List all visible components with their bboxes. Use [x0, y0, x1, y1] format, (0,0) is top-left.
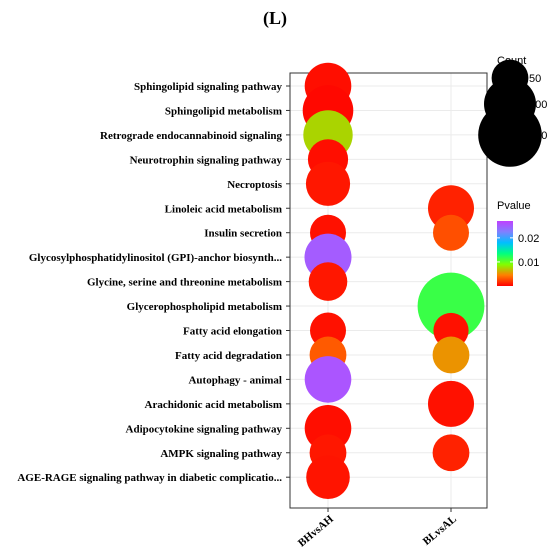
- y-tick-label: Glycosylphosphatidylinositol (GPI)-ancho…: [29, 252, 282, 264]
- y-tick-label: Adipocytokine signaling pathway: [126, 423, 283, 435]
- data-point: [308, 262, 348, 301]
- data-point: [417, 272, 485, 340]
- y-tick-label: Glycerophospholipid metabolism: [127, 301, 282, 313]
- x-axis-labels: BHvsAH BLvsAL: [296, 508, 459, 549]
- y-tick-label: Necroptosis: [227, 179, 283, 191]
- y-tick-label: Fatty acid elongation: [183, 326, 282, 338]
- chart-title: (L): [263, 8, 287, 29]
- size-legend-label: 150: [529, 130, 547, 142]
- y-tick-label: Fatty acid degradation: [175, 350, 282, 362]
- pvalue-color-legend: Pvalue 0.01 0.02: [497, 200, 539, 286]
- data-point: [305, 161, 351, 206]
- x-tick-label: BHvsAH: [296, 513, 336, 550]
- colorbar-tick-label: 0.02: [518, 233, 539, 245]
- y-tick-label: Retrograde endocannabinoid signaling: [100, 130, 282, 142]
- data-points: [302, 62, 485, 500]
- y-tick-label: AMPK signaling pathway: [160, 448, 282, 460]
- x-tick-label: BLvsAL: [421, 513, 459, 548]
- data-point: [428, 380, 474, 427]
- data-point: [433, 214, 469, 251]
- plot-panel-border: [289, 72, 488, 509]
- data-point: [304, 356, 352, 403]
- data-point: [306, 455, 350, 500]
- y-tick-label: Linoleic acid metabolism: [165, 203, 282, 215]
- y-tick-label: Insulin secretion: [204, 228, 282, 240]
- color-legend-title: Pvalue: [497, 200, 531, 212]
- y-tick-label: Autophagy - animal: [188, 374, 282, 386]
- size-legend-label: 100: [529, 99, 547, 111]
- size-legend-label: 50: [529, 73, 541, 85]
- colorbar-tick-label: 0.01: [518, 257, 539, 269]
- data-point: [432, 434, 470, 472]
- y-tick-label: Neurotrophin signaling pathway: [130, 154, 283, 166]
- y-tick-label: Glycine, serine and threonine metabolism: [87, 277, 282, 289]
- y-tick-label: Sphingolipid signaling pathway: [134, 81, 282, 93]
- data-point: [432, 336, 470, 374]
- y-tick-label: Sphingolipid metabolism: [165, 105, 282, 117]
- y-axis-labels: Sphingolipid signaling pathway Sphingolip…: [17, 81, 290, 484]
- y-tick-label: Arachidonic acid metabolism: [145, 399, 283, 411]
- pvalue-colorbar: [497, 221, 513, 286]
- size-legend-dot: [478, 103, 542, 167]
- y-tick-label: AGE-RAGE signaling pathway in diabetic c…: [17, 472, 282, 484]
